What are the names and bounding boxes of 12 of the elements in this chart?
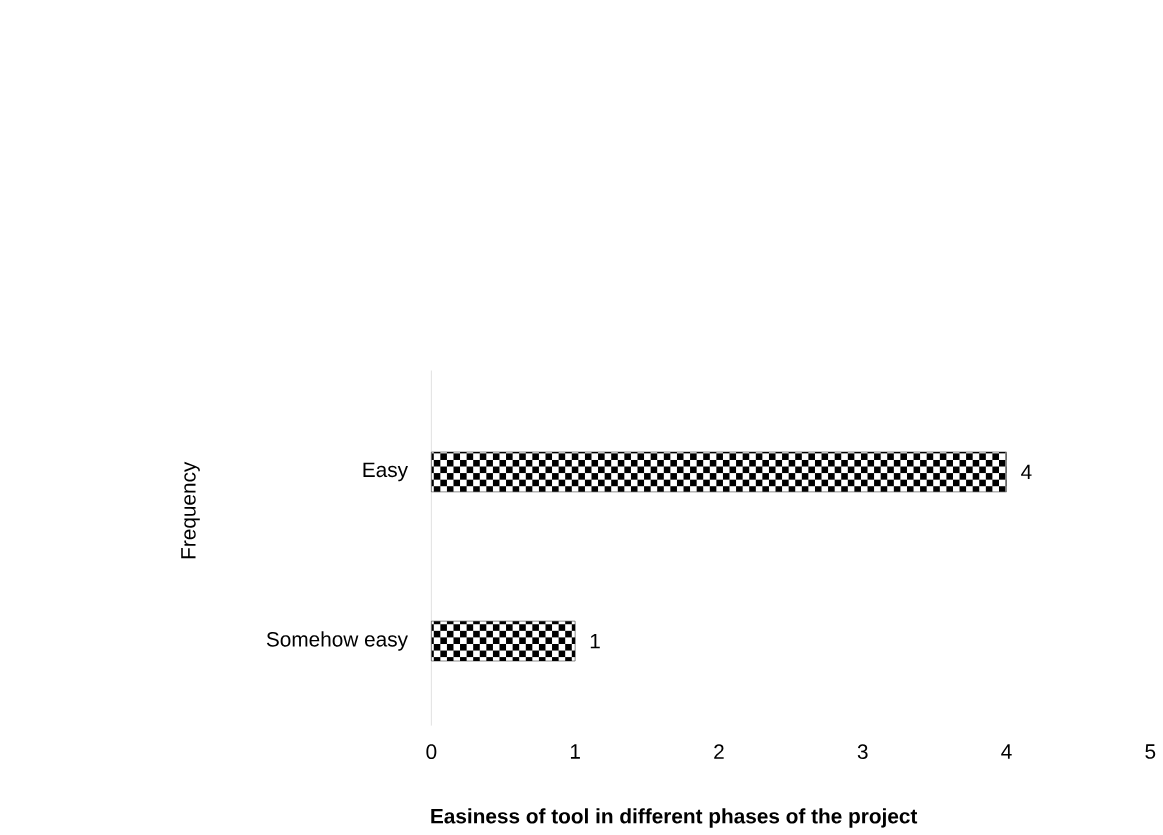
y-tick-label: Somehow easy — [266, 631, 408, 651]
x-tick-label: 0 — [426, 744, 437, 760]
x-tick-label: 5 — [1145, 744, 1156, 760]
x-tick-label: 2 — [714, 744, 724, 760]
y-tick-label: Easy — [363, 462, 408, 482]
data-label: 1 — [590, 634, 600, 649]
x-tick-label: 4 — [1001, 744, 1012, 759]
x-axis-title: Easiness of tool in different phases of the project — [431, 808, 918, 828]
y-axis-title: Frequency — [181, 461, 200, 559]
x-tick-label: 3 — [857, 744, 868, 760]
data-label: 4 — [1021, 465, 1032, 480]
x-tick-label: 1 — [570, 744, 580, 759]
